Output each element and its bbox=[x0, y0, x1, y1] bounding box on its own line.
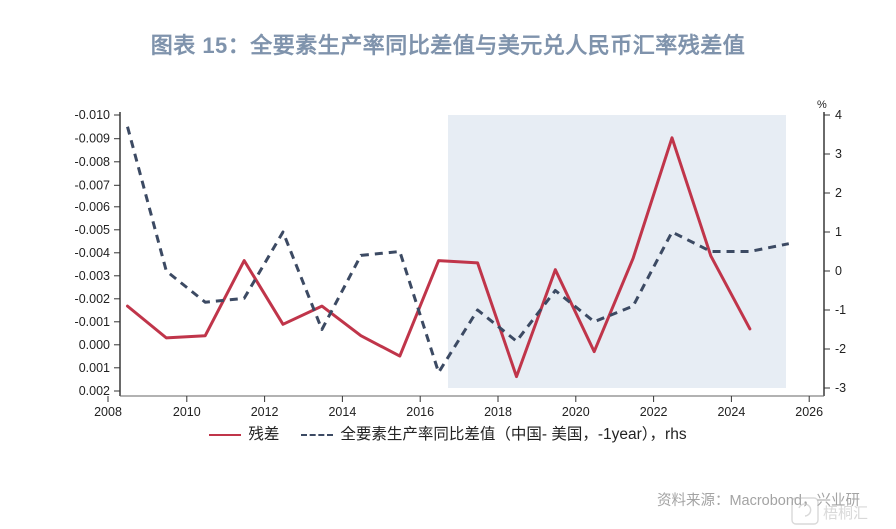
svg-text:-0.008: -0.008 bbox=[75, 155, 110, 169]
svg-text:3: 3 bbox=[835, 147, 842, 161]
svg-text:-1: -1 bbox=[835, 303, 846, 317]
svg-text:%: % bbox=[817, 99, 827, 111]
svg-text:2010: 2010 bbox=[173, 405, 201, 419]
svg-text:-0.006: -0.006 bbox=[75, 200, 110, 214]
svg-text:-0.001: -0.001 bbox=[75, 315, 110, 329]
svg-text:2: 2 bbox=[835, 186, 842, 200]
svg-text:0: 0 bbox=[835, 264, 842, 278]
svg-text:-0.002: -0.002 bbox=[75, 292, 110, 306]
svg-text:-0.004: -0.004 bbox=[75, 246, 110, 260]
svg-text:-0.003: -0.003 bbox=[75, 269, 110, 283]
svg-text:4: 4 bbox=[835, 108, 842, 122]
svg-text:-0.010: -0.010 bbox=[75, 108, 110, 122]
svg-text:-0.005: -0.005 bbox=[75, 223, 110, 237]
svg-text:-2: -2 bbox=[835, 342, 846, 356]
svg-text:1: 1 bbox=[835, 225, 842, 239]
svg-text:-0.009: -0.009 bbox=[75, 132, 110, 146]
svg-text:0.001: 0.001 bbox=[79, 361, 110, 375]
svg-text:2024: 2024 bbox=[717, 405, 745, 419]
svg-text:2008: 2008 bbox=[94, 405, 122, 419]
svg-text:2020: 2020 bbox=[562, 405, 590, 419]
svg-text:2026: 2026 bbox=[795, 405, 823, 419]
svg-text:-0.007: -0.007 bbox=[75, 178, 110, 192]
svg-text:梧桐汇: 梧桐汇 bbox=[823, 505, 868, 522]
svg-text:2012: 2012 bbox=[251, 405, 279, 419]
svg-text:0.002: 0.002 bbox=[79, 384, 110, 398]
svg-text:-3: -3 bbox=[835, 381, 846, 395]
svg-text:0.000: 0.000 bbox=[79, 338, 110, 352]
svg-text:2014: 2014 bbox=[328, 405, 356, 419]
svg-text:2016: 2016 bbox=[406, 405, 434, 419]
svg-text:2022: 2022 bbox=[640, 405, 668, 419]
svg-text:2018: 2018 bbox=[484, 405, 512, 419]
